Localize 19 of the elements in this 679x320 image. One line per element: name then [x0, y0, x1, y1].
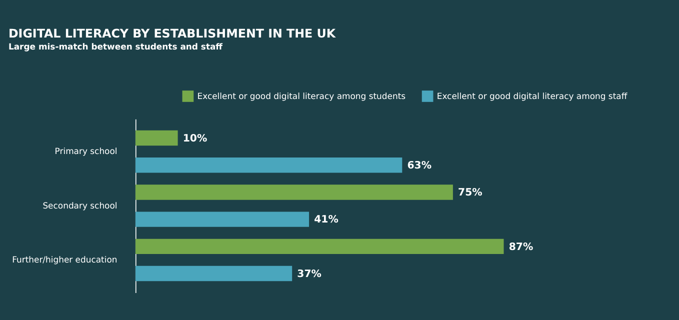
data-label: 87% — [508, 242, 534, 253]
legend-label: Excellent or good digital literacy among staff — [436, 90, 628, 101]
data-label: 37% — [297, 268, 322, 280]
data-label: 10% — [182, 133, 208, 144]
bar — [135, 130, 178, 146]
bar — [135, 212, 310, 227]
y-tick-label: Further/higher education — [12, 254, 118, 265]
bar — [135, 266, 292, 282]
data-label: 41% — [314, 214, 338, 226]
bar — [135, 157, 402, 173]
chart-subtitle: Large mis-match between students and staff — [8, 42, 223, 52]
y-tick-label: Secondary school — [42, 200, 118, 210]
bar — [135, 184, 453, 200]
bar — [135, 238, 504, 254]
data-label: 75% — [458, 188, 482, 199]
y-tick-label: Primary school — [54, 146, 118, 156]
data-label: 63% — [407, 160, 432, 172]
legend-label: Excellent or good digital literacy among students — [197, 90, 406, 101]
chart-title: DIGITAL LITERACY BY ESTABLISHMENT IN THE UK — [8, 26, 336, 41]
